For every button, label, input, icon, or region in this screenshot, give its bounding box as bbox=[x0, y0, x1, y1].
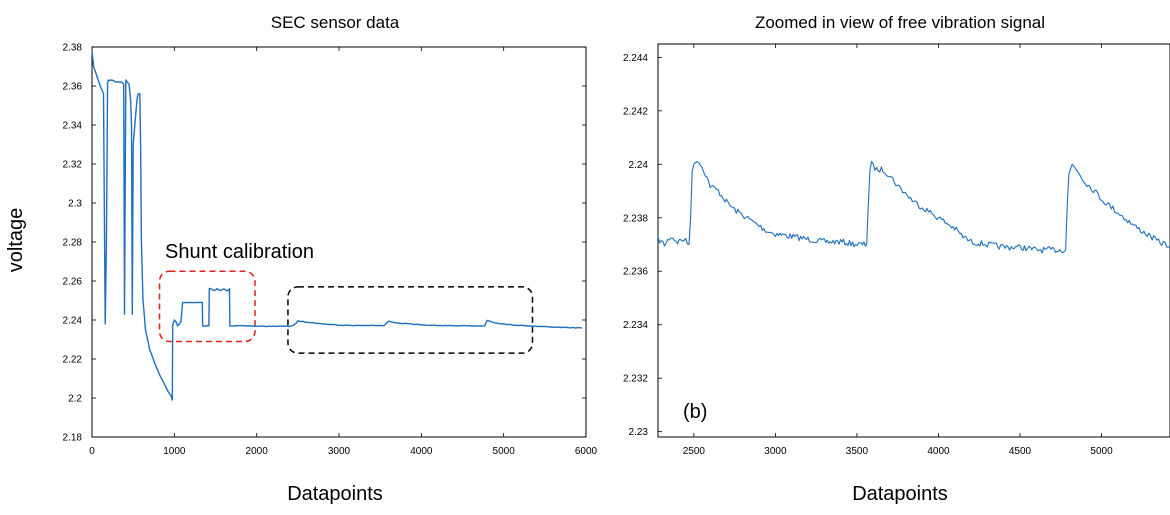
chart-b-series-line-0 bbox=[657, 160, 1170, 254]
chart-a-xlabel: Datapoints bbox=[287, 483, 383, 505]
chart-b-ytick-label: 2.238 bbox=[623, 213, 648, 224]
chart-b-ytick-label: 2.23 bbox=[629, 427, 649, 438]
chart-b-ytick-label: 2.244 bbox=[623, 53, 648, 64]
chart-a-ytick-label: 2.22 bbox=[63, 355, 83, 366]
chart-a-ylabel: voltage bbox=[5, 208, 27, 273]
chart-b-xtick-label: 5000 bbox=[1090, 446, 1113, 457]
chart-a-xtick-label: 1000 bbox=[163, 446, 186, 457]
chart-a-ticks: 0 1000 2000 3000 4000 5000 6000 2.18 2.2 2.22 2.24… bbox=[63, 43, 598, 458]
chart-a-series-line-0 bbox=[91, 50, 582, 401]
chart-b-xlabel: Datapoints bbox=[852, 483, 948, 505]
chart-b-xtick-label: 4000 bbox=[927, 446, 950, 457]
chart-b-ticks: 2500 3000 3500 4000 4500 5000 2.23 2.232 2.234 2.… bbox=[623, 44, 1113, 457]
chart-b-title: Zoomed in view of free vibration signal bbox=[755, 13, 1045, 32]
chart-a-ytick-label: 2.24 bbox=[63, 316, 83, 327]
chart-a-xtick-label: 4000 bbox=[410, 446, 433, 457]
chart-a-xtick-label: 2000 bbox=[246, 446, 269, 457]
chart-a-xtick-label: 3000 bbox=[328, 446, 351, 457]
chart-b-ytick-label: 2.232 bbox=[623, 374, 648, 385]
panel-a: SEC sensor data voltage Datapoints Shunt… bbox=[5, 13, 598, 505]
chart-a-ytick-label: 2.26 bbox=[63, 277, 83, 288]
chart-b-ytick-label: 2.234 bbox=[623, 320, 648, 331]
chart-a-ytick-label: 2.18 bbox=[63, 433, 83, 444]
chart-b-ytick-label: 2.242 bbox=[623, 106, 648, 117]
chart-b-xtick-label: 4500 bbox=[1009, 446, 1032, 457]
chart-a-ytick-label: 2.34 bbox=[63, 121, 83, 132]
chart-b-frame bbox=[657, 43, 1170, 438]
chart-a-annotation-boxes bbox=[158, 270, 534, 354]
chart-b-ytick-label: 2.24 bbox=[629, 160, 649, 171]
chart-b-xtick-label: 2500 bbox=[683, 446, 706, 457]
chart-a-ytick-label: 2.28 bbox=[63, 238, 83, 249]
chart-b-xtick-label: 3500 bbox=[846, 446, 869, 457]
chart-a-annotation-shunt: Shunt calibration bbox=[165, 241, 314, 263]
chart-a-xtick-label: 0 bbox=[89, 446, 95, 457]
chart-a-ytick-label: 2.2 bbox=[68, 394, 82, 405]
chart-b-ytick-label: 2.236 bbox=[623, 267, 648, 278]
chart-a-xtick-label: 5000 bbox=[493, 446, 516, 457]
chart-a-ytick-label: 2.32 bbox=[63, 160, 83, 171]
panel-b: Zoomed in view of free vibration signal … bbox=[623, 13, 1170, 505]
chart-a-title: SEC sensor data bbox=[271, 13, 400, 32]
chart-a-ytick-label: 2.36 bbox=[63, 82, 83, 93]
chart-a-ytick-label: 2.3 bbox=[68, 199, 82, 210]
chart-a-series bbox=[91, 50, 582, 401]
chart-a-ytick-label: 2.38 bbox=[63, 43, 83, 54]
chart-b-series bbox=[657, 160, 1170, 254]
chart-b-xtick-label: 3000 bbox=[764, 446, 787, 457]
chart-a-annotation-box-0 bbox=[158, 270, 256, 343]
chart-a-xtick-label: 6000 bbox=[575, 446, 598, 457]
chart-b-annotation-b: (b) bbox=[683, 401, 707, 423]
chart-a-annotation-box-1 bbox=[287, 286, 534, 354]
